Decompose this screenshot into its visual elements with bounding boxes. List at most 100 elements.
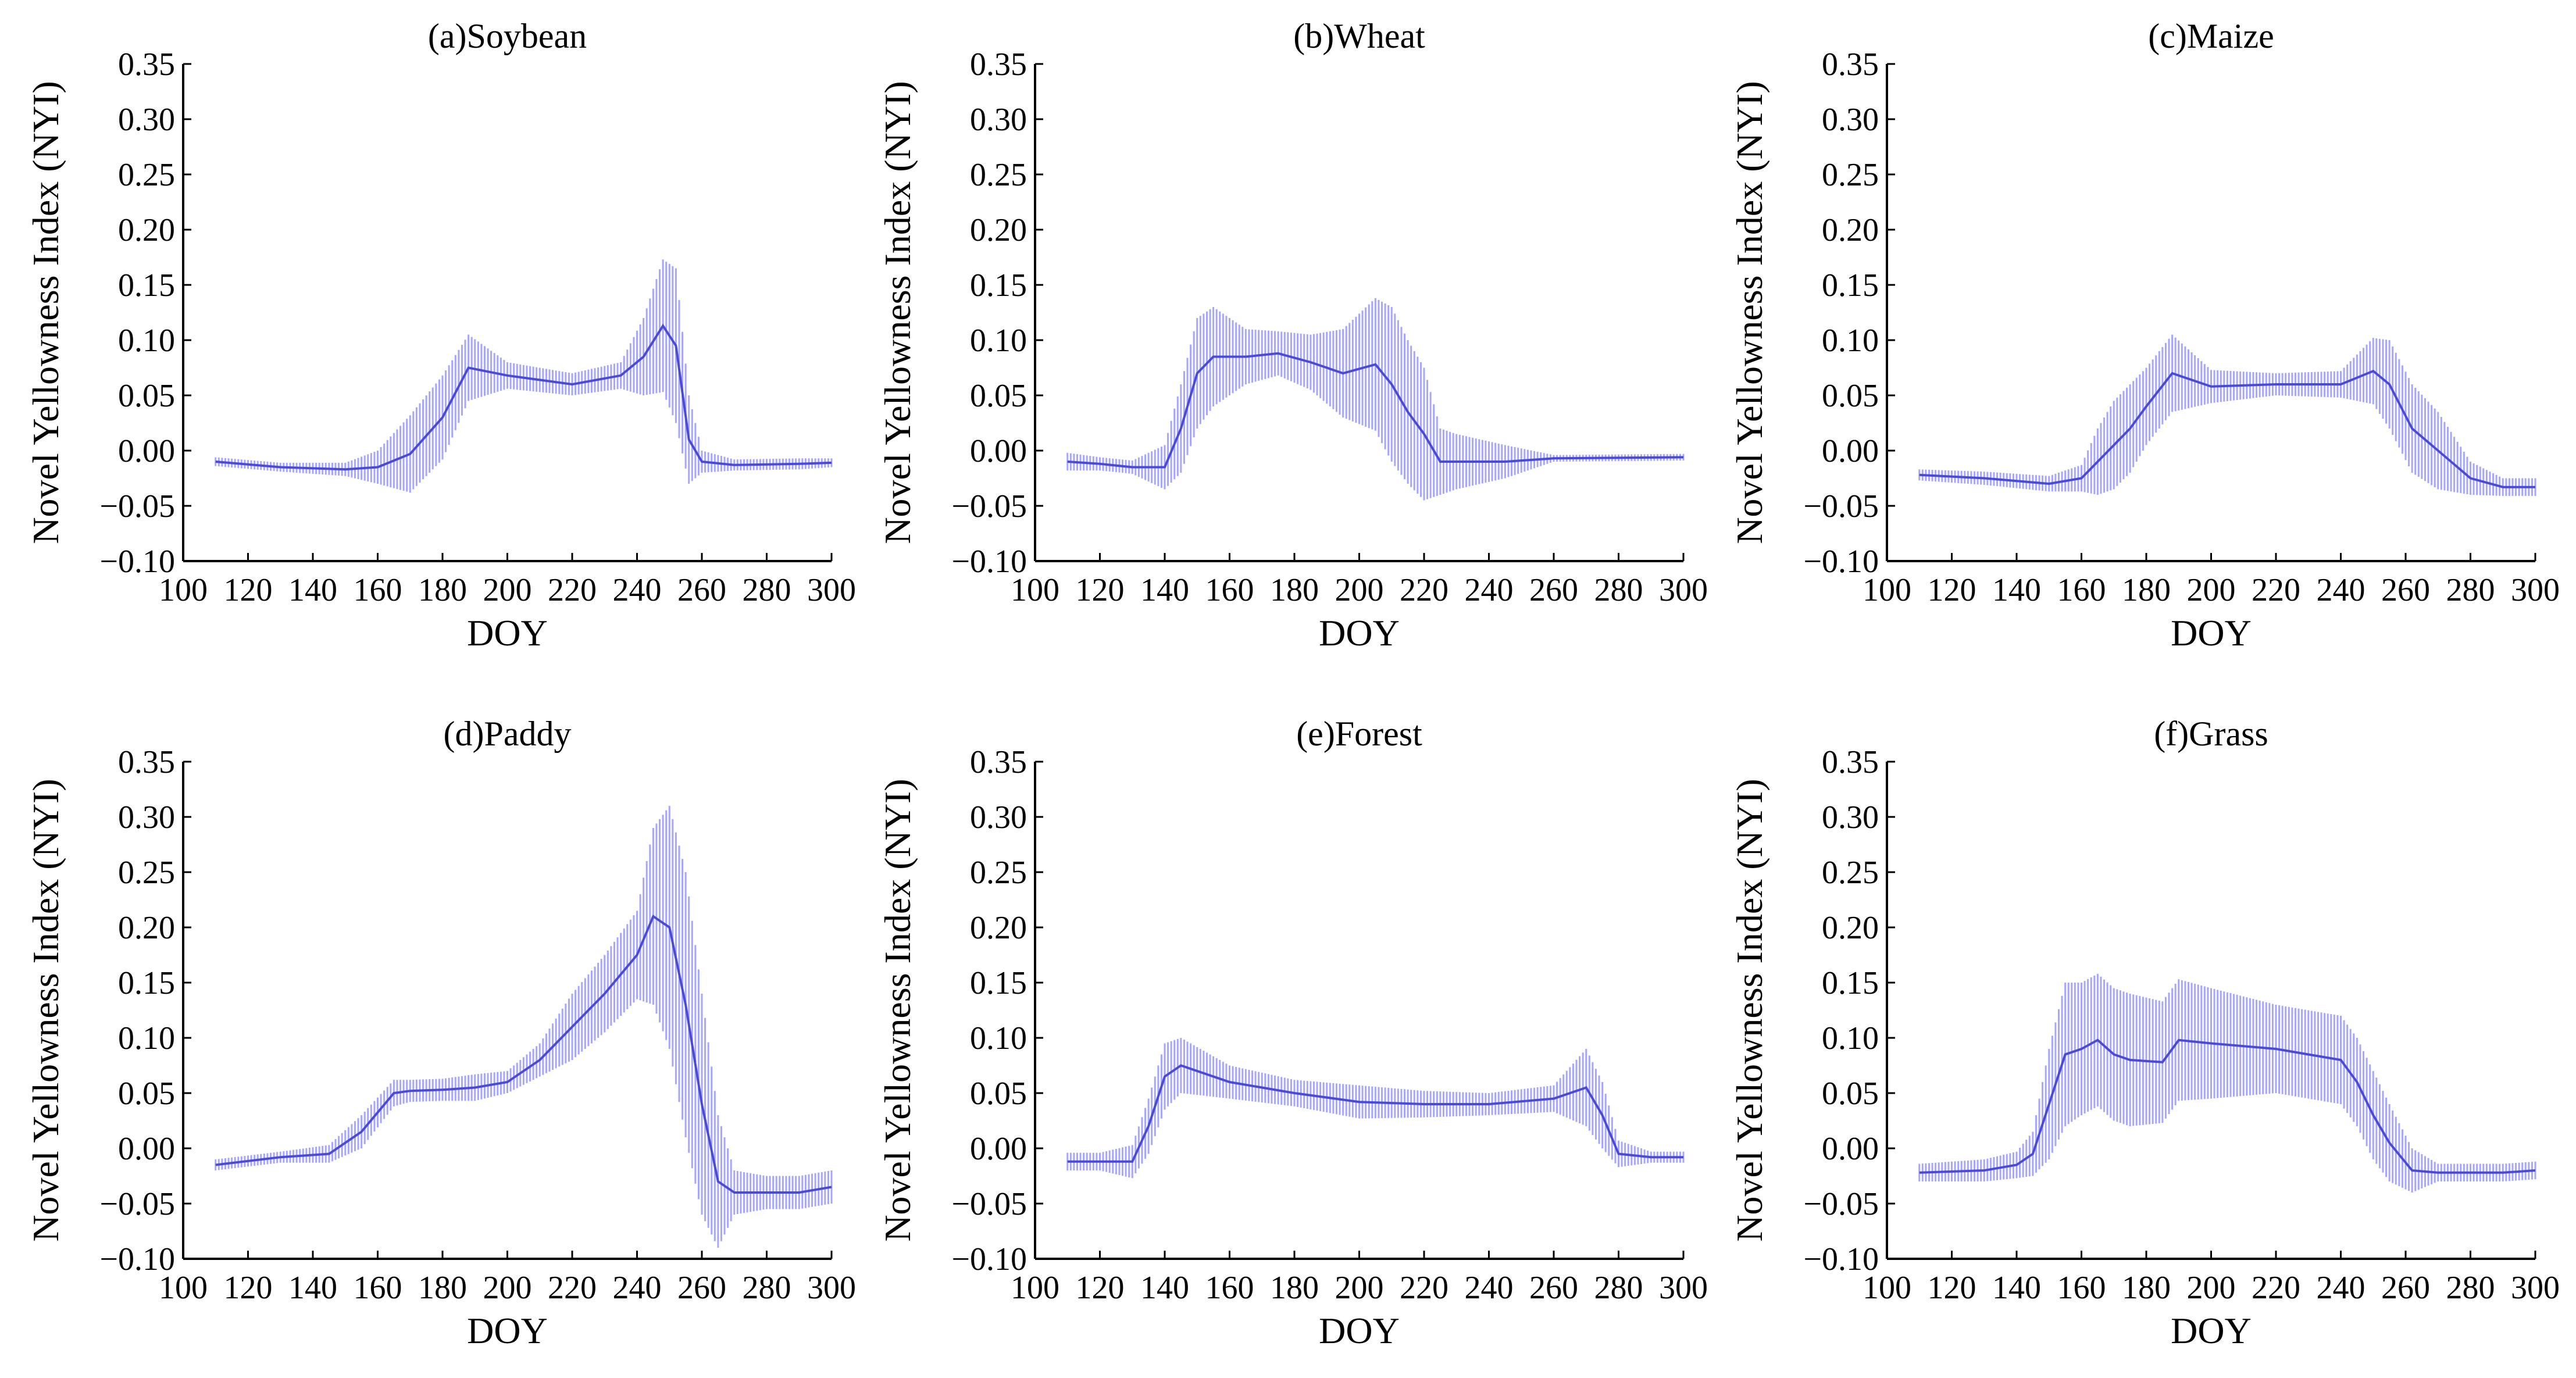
chart-4-x-tick-label: 160 bbox=[1205, 1270, 1254, 1306]
chart-4-y-tick-label: 0.10 bbox=[970, 1020, 1027, 1056]
chart-4-y-tick-label: 0.00 bbox=[970, 1131, 1027, 1167]
chart-5-x-tick-label: 240 bbox=[2317, 1270, 2366, 1306]
chart-5-x-tick-label: 260 bbox=[2381, 1270, 2430, 1306]
chart-1: (b)Wheat 0.35 0.30 0.25 0.20 0.15 0.10 0.05 0.00… bbox=[877, 17, 1708, 654]
chart-1-x-tick-label: 160 bbox=[1205, 572, 1254, 608]
chart-5-x-tick-label: 100 bbox=[1863, 1270, 1911, 1306]
chart-5-mean-line bbox=[1919, 1038, 2536, 1174]
chart-4-title: (e)Forest bbox=[1296, 715, 1422, 753]
chart-5-error-bars bbox=[1918, 973, 2536, 1193]
chart-3-y-tick-label: 0.00 bbox=[118, 1131, 175, 1167]
chart-2-title: (c)Maize bbox=[2148, 17, 2274, 55]
chart-4-x-tick-label: 240 bbox=[1465, 1270, 1514, 1306]
chart-1-y-tick-label: 0.15 bbox=[970, 267, 1027, 304]
chart-1-y-tick-label: 0.25 bbox=[970, 157, 1027, 193]
chart-1-x-tick-label: 120 bbox=[1076, 572, 1125, 608]
chart-3-x-tick-label: 220 bbox=[548, 1270, 597, 1306]
chart-5-x-tick-label: 300 bbox=[2511, 1270, 2560, 1306]
chart-4-x-tick-label: 280 bbox=[1594, 1270, 1643, 1306]
chart-5-y-tick-label: 0.30 bbox=[1822, 799, 1879, 836]
chart-3-y-tick-label: 0.25 bbox=[118, 855, 175, 891]
chart-3-x-tick-label: 200 bbox=[483, 1270, 532, 1306]
chart-4: (e)Forest 0.35 0.30 0.25 0.20 0.15 0.10 0.05 0.0… bbox=[877, 715, 1708, 1351]
chart-4-x-tick-label: 300 bbox=[1659, 1270, 1708, 1306]
chart-5-x-tick-label: 200 bbox=[2187, 1270, 2236, 1306]
chart-3-y-tick-label: 0.15 bbox=[118, 965, 175, 1001]
chart-0-x-tick-label: 160 bbox=[354, 572, 402, 608]
chart-0-mean-line bbox=[215, 323, 832, 471]
chart-4-x-tick-label: 180 bbox=[1270, 1270, 1319, 1306]
chart-2-y-tick-label: 0.30 bbox=[1822, 102, 1879, 138]
chart-3-x-tick-label: 260 bbox=[677, 1270, 726, 1306]
chart-3-y-tick-label: 0.35 bbox=[118, 744, 175, 780]
chart-4-mean-line bbox=[1067, 1064, 1683, 1163]
chart-5-y-tick-label: 0.10 bbox=[1822, 1020, 1879, 1056]
chart-1-mean-line bbox=[1067, 352, 1684, 469]
chart-2-y-label: Novel Yellowness Index (NYI) bbox=[1729, 81, 1770, 544]
chart-4-y-tick-label: −0.10 bbox=[951, 1241, 1027, 1277]
chart-3-x-label: DOY bbox=[467, 1310, 548, 1351]
chart-1-x-tick-label: 240 bbox=[1465, 572, 1514, 608]
chart-2-y-tick-label: 0.20 bbox=[1822, 212, 1879, 248]
chart-3-y-tick-label: −0.05 bbox=[99, 1186, 175, 1222]
chart-5-x-tick-label: 220 bbox=[2252, 1270, 2300, 1306]
chart-3-x-tick-label: 180 bbox=[418, 1270, 467, 1306]
chart-4-x-tick-label: 260 bbox=[1529, 1270, 1578, 1306]
chart-4-x-label: DOY bbox=[1319, 1310, 1400, 1351]
chart-3-x-tick-label: 140 bbox=[288, 1270, 337, 1306]
chart-2-y-tick-label: 0.15 bbox=[1822, 267, 1879, 304]
chart-0-y-tick-label: −0.10 bbox=[99, 544, 175, 580]
chart-5-y-tick-label: −0.10 bbox=[1803, 1241, 1879, 1277]
chart-4-y-tick-label: 0.30 bbox=[970, 799, 1027, 836]
chart-2-x-tick-label: 300 bbox=[2511, 572, 2560, 608]
chart-5-y-tick-label: −0.05 bbox=[1803, 1186, 1879, 1222]
chart-0-y-tick-label: 0.35 bbox=[118, 47, 175, 83]
chart-4-y-tick-label: 0.05 bbox=[970, 1076, 1027, 1112]
chart-2-y-tick-label: 0.05 bbox=[1822, 378, 1879, 414]
chart-5-y-tick-label: 0.15 bbox=[1822, 965, 1879, 1001]
chart-1-y-tick-label: −0.05 bbox=[951, 488, 1027, 524]
chart-0-x-tick-label: 240 bbox=[613, 572, 662, 608]
chart-0: (a)Soybean 0.35 0.30 0.25 0.20 0.15 0.10 0.05 0.… bbox=[25, 17, 856, 654]
chart-1-x-tick-label: 100 bbox=[1011, 572, 1059, 608]
chart-0-x-tick-label: 280 bbox=[743, 572, 791, 608]
chart-5-x-tick-label: 120 bbox=[1928, 1270, 1976, 1306]
chart-1-title: (b)Wheat bbox=[1293, 17, 1425, 55]
chart-0-x-tick-label: 300 bbox=[807, 572, 856, 608]
chart-3-x-tick-label: 240 bbox=[613, 1270, 662, 1306]
chart-5-title: (f)Grass bbox=[2154, 715, 2268, 753]
chart-3-error-bars bbox=[215, 806, 833, 1248]
chart-2-x-tick-label: 120 bbox=[1928, 572, 1976, 608]
chart-0-y-tick-label: 0.10 bbox=[118, 323, 175, 359]
chart-2-x-label: DOY bbox=[2171, 612, 2252, 654]
chart-2-x-tick-label: 220 bbox=[2252, 572, 2300, 608]
chart-4-y-label: Novel Yellowness Index (NYI) bbox=[877, 779, 918, 1241]
chart-5-y-tick-label: 0.20 bbox=[1822, 910, 1879, 946]
chart-1-x-tick-label: 200 bbox=[1335, 572, 1384, 608]
chart-2-x-tick-label: 100 bbox=[1863, 572, 1911, 608]
chart-2-x-tick-label: 260 bbox=[2381, 572, 2430, 608]
chart-4-y-tick-label: 0.15 bbox=[970, 965, 1027, 1001]
chart-3-x-tick-label: 300 bbox=[807, 1270, 856, 1306]
chart-0-title: (a)Soybean bbox=[428, 17, 587, 55]
chart-3-y-tick-label: 0.05 bbox=[118, 1076, 175, 1112]
chart-0-y-tick-label: 0.05 bbox=[118, 378, 175, 414]
chart-4-y-tick-label: 0.20 bbox=[970, 910, 1027, 946]
chart-1-x-tick-label: 300 bbox=[1659, 572, 1708, 608]
chart-1-x-tick-label: 140 bbox=[1140, 572, 1189, 608]
chart-1-y-tick-label: 0.10 bbox=[970, 323, 1027, 359]
chart-2-y-tick-label: 0.35 bbox=[1822, 47, 1879, 83]
chart-0-x-tick-label: 200 bbox=[483, 572, 532, 608]
chart-2-x-tick-label: 140 bbox=[1992, 572, 2041, 608]
chart-0-y-label: Novel Yellowness Index (NYI) bbox=[25, 81, 66, 544]
chart-0-y-tick-label: −0.05 bbox=[99, 488, 175, 524]
chart-0-y-tick-label: 0.25 bbox=[118, 157, 175, 193]
chart-4-y-tick-label: 0.35 bbox=[970, 744, 1027, 780]
chart-4-x-tick-label: 220 bbox=[1400, 1270, 1448, 1306]
chart-3-x-tick-label: 120 bbox=[224, 1270, 273, 1306]
chart-5-x-tick-label: 140 bbox=[1992, 1270, 2041, 1306]
chart-0-y-tick-label: 0.30 bbox=[118, 102, 175, 138]
chart-5-x-tick-label: 280 bbox=[2446, 1270, 2495, 1306]
chart-2-x-tick-label: 160 bbox=[2057, 572, 2106, 608]
